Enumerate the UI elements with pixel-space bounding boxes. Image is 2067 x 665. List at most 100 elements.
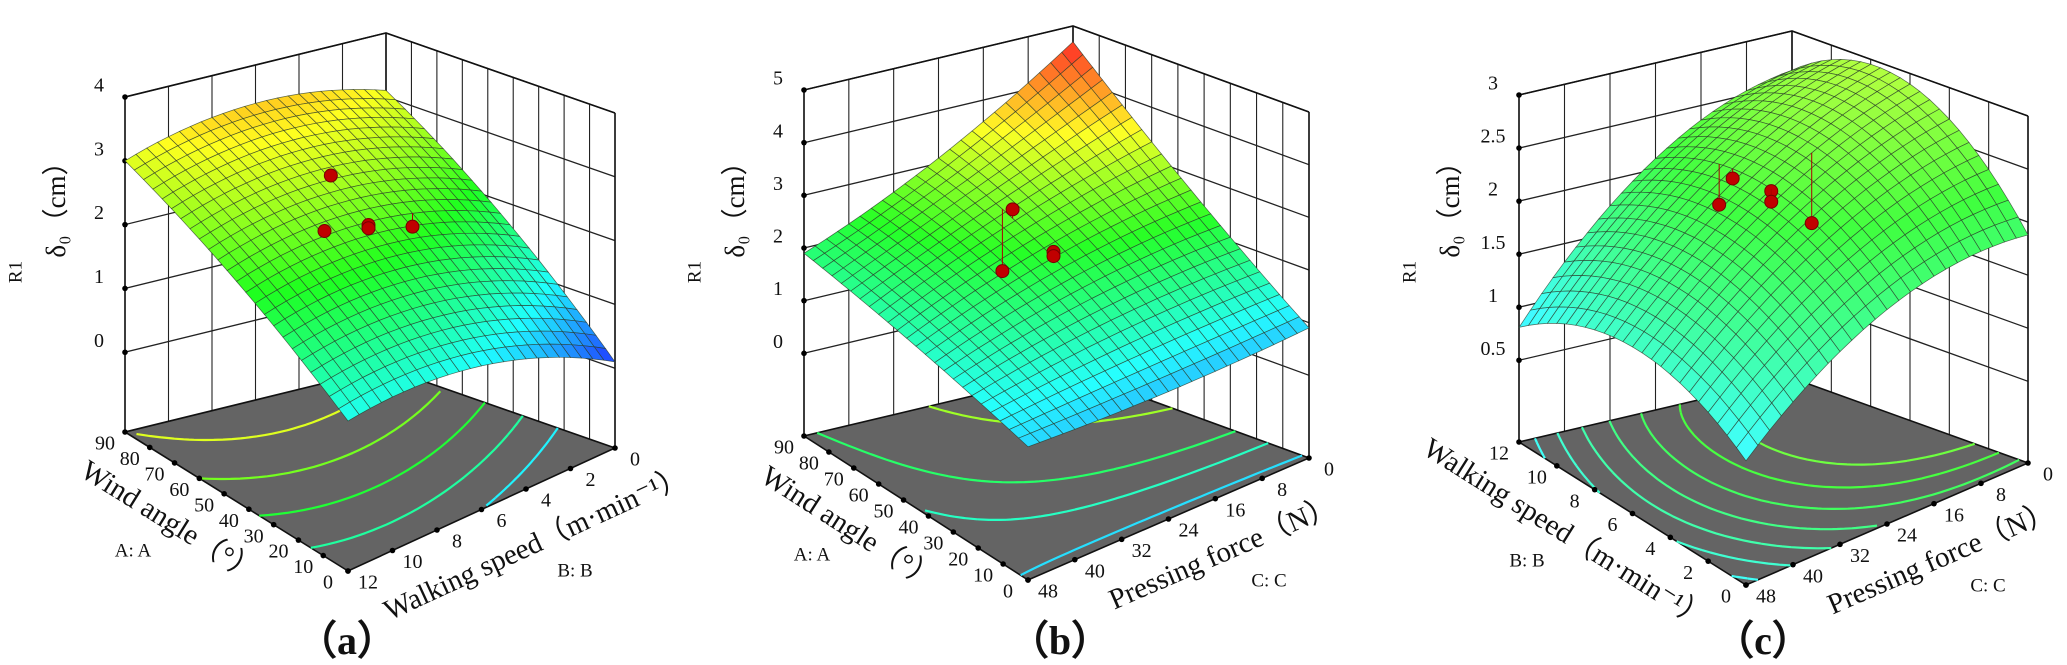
surface-cell: [338, 401, 360, 422]
axis1-tick-label: 20: [948, 549, 968, 571]
axis2-tick-label: 32: [1132, 540, 1152, 562]
z-tick-label: 5: [773, 68, 783, 90]
axis1-tick-mark: [801, 433, 807, 439]
z-tick-label: 3: [773, 173, 783, 195]
design-point: [1804, 216, 1819, 231]
design-point: [317, 224, 332, 239]
axis2-tick-label: 24: [1897, 525, 1917, 547]
axis1-tick-mark: [295, 537, 302, 543]
panel-label: （c）: [1714, 618, 1812, 663]
axis1-tick-label: 0: [1721, 586, 1731, 608]
floor-contour-line: [924, 442, 1269, 521]
axis2-tick-mark: [1884, 521, 1890, 527]
axis1-factor-label: B: B: [1509, 550, 1544, 571]
response-label: R1: [5, 261, 26, 283]
axis1-tick-mark: [1000, 561, 1006, 567]
axis2-tick-label: 32: [1850, 545, 1870, 567]
axis2-tick-label: 8: [1996, 484, 2006, 506]
design-point: [1712, 197, 1727, 212]
panel-label: （a）: [297, 618, 397, 663]
z-tick-label: 3: [1488, 73, 1498, 95]
z-tick-mark: [1516, 304, 1522, 311]
design-point: [1046, 249, 1061, 264]
axis2-tick-mark: [1306, 455, 1312, 461]
axis1-tick-label: 0: [1003, 581, 1013, 603]
floor-contour-line: [1640, 413, 2020, 510]
axis1-tick-mark: [925, 513, 932, 519]
z-axis-title: δ₀（cm）: [41, 148, 71, 257]
floor-contour-line: [199, 390, 442, 481]
axis1-tick-mark: [1629, 510, 1636, 517]
axis1-tick-mark: [122, 429, 128, 435]
axis1-tick-mark: [1705, 558, 1711, 564]
axis2-tick-label: 16: [1225, 499, 1245, 521]
design-point: [1764, 194, 1779, 209]
axis2-tick-mark: [2025, 460, 2031, 466]
response-label: R1: [684, 261, 705, 283]
z-tick-label: 1: [94, 266, 104, 288]
z-tick-mark: [122, 221, 128, 228]
axis2-tick-mark: [434, 527, 440, 533]
axis1-tick-label: 10: [1527, 466, 1547, 488]
z-tick-label: 4: [94, 75, 104, 97]
axis2-tick-mark: [612, 445, 618, 451]
floor-contour-line: [259, 401, 486, 517]
floor-contour-line: [1533, 437, 1759, 581]
axis2-tick-mark: [478, 506, 485, 513]
z-tick-mark: [1516, 92, 1522, 98]
design-point: [1005, 202, 1020, 217]
surface-plot-b: 0102030405060708090081624324048012345Win…: [684, 25, 1341, 663]
axis1-tick-label: 30: [923, 533, 943, 555]
z-tick-mark: [801, 297, 807, 304]
axis1-factor-label: A: A: [115, 540, 152, 561]
axis2-tick-mark: [1931, 500, 1937, 507]
axis2-tick-mark: [523, 486, 529, 492]
axis2-tick-mark: [1743, 582, 1749, 588]
axis1-tick-mark: [875, 481, 882, 487]
floor-contour-line: [1678, 404, 2000, 489]
axis1-tick-mark: [1554, 463, 1560, 469]
z-tick-mark: [801, 87, 807, 93]
z-tick-label: 1.5: [1481, 232, 1506, 254]
axis2-tick-mark: [1025, 577, 1031, 583]
design-point: [361, 221, 376, 236]
axis1-tick-label: 90: [95, 433, 115, 455]
axis2-factor-label: C: C: [1251, 570, 1286, 591]
axis1-tick-label: 80: [799, 453, 819, 475]
z-tick-mark: [122, 94, 128, 100]
z-tick-mark: [122, 285, 128, 292]
z-tick-label: 0: [773, 331, 783, 353]
z-tick-label: 4: [773, 120, 783, 142]
axis1-tick-label: 70: [145, 463, 165, 485]
z-tick-label: 1: [1488, 285, 1498, 307]
z-tick-mark: [801, 192, 807, 199]
z-tick-label: 2: [94, 202, 104, 224]
axis2-tick-label: 16: [1944, 504, 1964, 526]
axis2-tick-mark: [1790, 561, 1796, 568]
axis1-tick-label: 30: [244, 525, 264, 547]
axis1-tick-label: 40: [219, 510, 239, 532]
axis2-tick-label: 0: [630, 449, 640, 471]
axis2-tick-mark: [1118, 536, 1125, 543]
floor-contour-line: [816, 430, 1236, 484]
axis1-tick-mark: [171, 460, 178, 466]
axis2-tick-label: 2: [586, 469, 596, 491]
axis1-tick-mark: [1667, 534, 1674, 541]
axis1-tick-mark: [246, 506, 252, 513]
surface-plot-c: 0246810120816243240480.511.522.53Walking…: [1399, 30, 2059, 663]
design-point: [323, 168, 338, 183]
axis1-tick-label: 10: [973, 565, 993, 587]
axis2-tick-label: 40: [1803, 565, 1823, 587]
axis2-tick-label: 10: [403, 551, 423, 573]
axis1-tick-label: 8: [1570, 490, 1580, 512]
axis2-tick-label: 8: [452, 531, 462, 553]
design-point: [995, 264, 1010, 279]
axis1-tick-mark: [950, 529, 957, 535]
z-tick-mark: [1516, 198, 1522, 204]
z-tick-label: 2: [773, 226, 783, 248]
axis2-tick-mark: [1259, 475, 1265, 482]
axis1-tick-mark: [270, 521, 277, 528]
z-tick-mark: [1516, 357, 1522, 364]
design-point: [1725, 171, 1740, 186]
